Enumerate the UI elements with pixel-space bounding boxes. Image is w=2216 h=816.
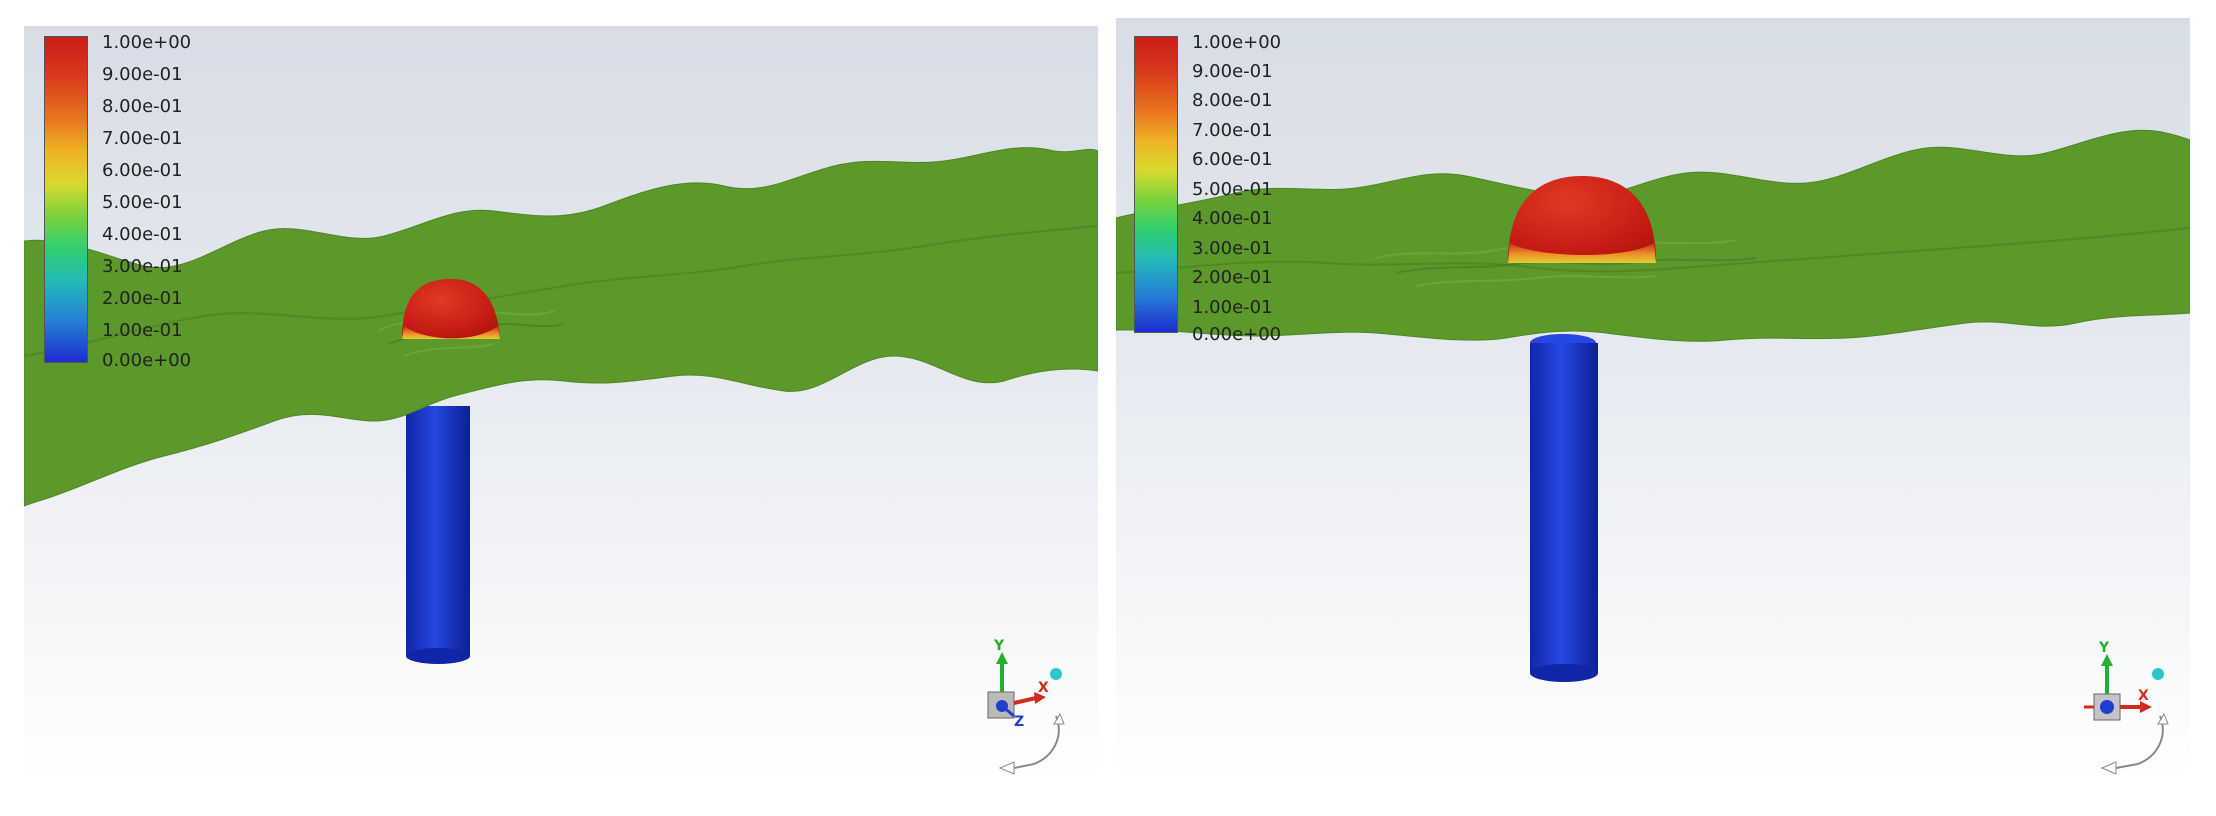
axis-x-label: X xyxy=(2138,688,2149,704)
legend-label: 5.00e-01 xyxy=(1192,179,1273,200)
cylinder-body-left xyxy=(406,406,470,664)
dome-right xyxy=(1508,176,1656,263)
legend-label: 3.00e-01 xyxy=(1192,238,1273,259)
legend-label: 2.00e-01 xyxy=(1192,267,1273,288)
triad-reset-icon xyxy=(2152,668,2164,680)
legend-label: 1.00e+00 xyxy=(102,32,192,53)
triad-reset-icon xyxy=(1050,668,1062,680)
legend-label: 4.00e-01 xyxy=(1192,208,1273,229)
legend-label: 9.00e-01 xyxy=(1192,61,1273,82)
legend-label: 8.00e-01 xyxy=(1192,90,1273,111)
axis-y-label: Y xyxy=(2098,640,2110,656)
legend-label: 0.00e+00 xyxy=(102,350,192,371)
colormap-bar-right xyxy=(1134,36,1178,333)
axis-y-label: Y xyxy=(993,638,1005,654)
axis-x-label: X xyxy=(1038,680,1049,696)
contour-legend-right: 1.00e+00 9.00e-01 8.00e-01 7.00e-01 6.00… xyxy=(1134,32,1294,346)
axis-triad-right[interactable]: Y X xyxy=(2076,628,2186,778)
axis-triad-left[interactable]: Y X Z xyxy=(974,626,1084,776)
scene-render-left xyxy=(24,147,1098,664)
wave-surface-left xyxy=(24,147,1098,507)
legend-label: 8.00e-01 xyxy=(102,96,183,117)
legend-label: 2.00e-01 xyxy=(102,288,183,309)
legend-label: 1.00e-01 xyxy=(102,320,183,341)
legend-label: 6.00e-01 xyxy=(1192,149,1273,170)
contour-legend-left: 1.00e+00 9.00e-01 8.00e-01 7.00e-01 6.00… xyxy=(44,32,204,370)
legend-label: 7.00e-01 xyxy=(102,128,183,149)
colormap-bar-left xyxy=(44,36,88,363)
scene-render-right xyxy=(1116,129,2190,682)
legend-label: 6.00e-01 xyxy=(102,160,183,181)
axis-z-label: Z xyxy=(1014,714,1024,730)
legend-label: 1.00e-01 xyxy=(1192,297,1273,318)
legend-label: 9.00e-01 xyxy=(102,64,183,85)
legend-label: 5.00e-01 xyxy=(102,192,183,213)
dome-left xyxy=(402,279,500,339)
legend-label: 3.00e-01 xyxy=(102,256,183,277)
legend-label: 7.00e-01 xyxy=(1192,120,1273,141)
legend-label: 1.00e+00 xyxy=(1192,32,1282,53)
legend-label: 4.00e-01 xyxy=(102,224,183,245)
graphics-viewport-left[interactable]: 1.00e+00 9.00e-01 8.00e-01 7.00e-01 6.00… xyxy=(24,26,1098,778)
legend-label: 0.00e+00 xyxy=(1192,324,1282,345)
graphics-viewport-right[interactable]: 1.00e+00 9.00e-01 8.00e-01 7.00e-01 6.00… xyxy=(1116,18,2190,778)
